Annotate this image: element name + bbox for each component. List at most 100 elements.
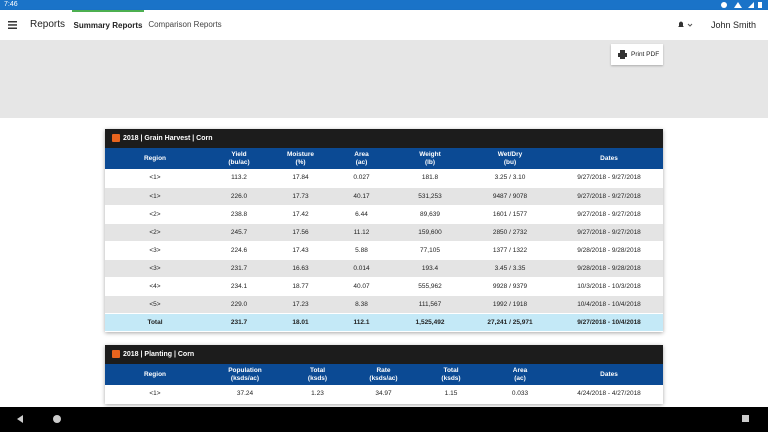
cell: 555,962	[395, 277, 465, 296]
filter-panel: Print PDF	[0, 40, 768, 118]
column-header: Wet/Dry (bu)	[465, 148, 555, 169]
data-row: <1> 113.2 17.84 0.027 181.8 3.25 / 3.10 9/27/2…	[105, 169, 663, 188]
tab[interactable]: Comparison Reports	[148, 20, 222, 29]
expand-icon[interactable]	[112, 134, 120, 142]
column-unit: (lb)	[424, 158, 436, 166]
report-header: 2018 | Planting | Corn	[105, 345, 663, 364]
print-label: Print PDF	[631, 51, 660, 58]
total-cell: 112.1	[328, 313, 395, 332]
print-pdf-button[interactable]: Print PDF	[611, 44, 663, 65]
tab-active[interactable]: Summary Reports	[72, 10, 144, 40]
cell: 17.43	[273, 241, 328, 260]
data-row: <5> 229.0 17.23 8.38 111,567 1992 / 1918 10/4/…	[105, 295, 663, 314]
cell: 17.23	[273, 295, 328, 314]
column-unit: (ac)	[355, 158, 368, 166]
report-title: 2018 | Grain Harvest | Corn	[123, 135, 213, 142]
app-title: Reports	[30, 19, 66, 30]
cell: 234.1	[205, 277, 273, 296]
cell: 159,600	[395, 223, 465, 242]
data-row: <1> 226.0 17.73 40.17 531,253 9487 / 9078 9/27…	[105, 187, 663, 206]
cell: 231.7	[205, 259, 273, 278]
notifications-button[interactable]	[677, 20, 693, 29]
column-label: Area	[512, 366, 528, 374]
cell: <3>	[105, 241, 205, 260]
cell: 17.84	[273, 169, 328, 188]
header-row: Region Yield (bu/ac) Moisture (%) Area (ac) Wei…	[105, 148, 663, 169]
cell: 193.4	[395, 259, 465, 278]
cell: <1>	[105, 385, 205, 404]
column-unit: (bu/ac)	[228, 158, 250, 166]
total-cell: 231.7	[205, 313, 273, 332]
cell: 9/28/2018 - 9/28/2018	[555, 241, 663, 260]
status-bar: 7:46	[0, 0, 768, 10]
column-label: Area	[354, 150, 369, 158]
column-label: Population	[228, 366, 262, 374]
cell: <2>	[105, 223, 205, 242]
total-cell: 27,241 / 25,971	[465, 313, 555, 332]
cell: <4>	[105, 277, 205, 296]
column-header: Population (ksds/ac)	[205, 364, 285, 385]
column-unit: (%)	[295, 158, 306, 166]
cell: 3.45 / 3.35	[465, 259, 555, 278]
cell: 113.2	[205, 169, 273, 188]
data-row: <3> 224.6 17.43 5.88 77,105 1377 / 1322 9/28/2…	[105, 241, 663, 260]
column-header: Dates	[555, 148, 663, 169]
column-header: Dates	[555, 364, 663, 385]
cell: <3>	[105, 259, 205, 278]
column-label: Yield	[231, 150, 247, 158]
cell: 17.56	[273, 223, 328, 242]
cell: 9/28/2018 - 9/28/2018	[555, 259, 663, 278]
cell: 40.07	[328, 277, 395, 296]
cell: <1>	[105, 187, 205, 206]
expand-icon[interactable]	[112, 350, 120, 358]
column-header: Area (ac)	[328, 148, 395, 169]
column-unit: (ksds/ac)	[369, 374, 398, 382]
column-header: Region	[105, 364, 205, 385]
column-header: Rate (ksds/ac)	[350, 364, 417, 385]
cell: 224.6	[205, 241, 273, 260]
cell: 1377 / 1322	[465, 241, 555, 260]
recents-button[interactable]	[742, 415, 749, 422]
cell: 9/27/2018 - 9/27/2018	[555, 205, 663, 224]
cell: 37.24	[205, 385, 285, 404]
column-header: Total (ksds)	[285, 364, 350, 385]
cell: 1.15	[417, 385, 485, 404]
column-label: Wet/Dry	[497, 150, 523, 158]
cell: 238.8	[205, 205, 273, 224]
cell: 9/27/2018 - 9/27/2018	[555, 187, 663, 206]
column-header: Moisture (%)	[273, 148, 328, 169]
report-card: 2018 | Planting | Corn Region Population (k…	[105, 345, 663, 404]
report-table: Region Yield (bu/ac) Moisture (%) Area (ac) Wei…	[105, 148, 663, 332]
data-row: <2> 238.8 17.42 6.44 89,639 1601 / 1577 9/27/2…	[105, 205, 663, 224]
column-unit: (bu)	[503, 158, 517, 166]
status-icons	[721, 2, 762, 8]
column-header: Area (ac)	[485, 364, 555, 385]
cell: <2>	[105, 205, 205, 224]
cell: <1>	[105, 169, 205, 188]
app-bar: Reports Summary Reports Comparison Repor…	[0, 10, 768, 40]
clock: 7:46	[4, 1, 18, 8]
column-label: Weight	[419, 150, 441, 158]
report-title: 2018 | Planting | Corn	[123, 351, 195, 358]
back-button[interactable]	[17, 415, 23, 423]
cell: 4/24/2018 - 4/27/2018	[555, 385, 663, 404]
column-header: Region	[105, 148, 205, 169]
home-button[interactable]	[53, 415, 61, 423]
report-card: 2018 | Grain Harvest | Corn Region Yield (b…	[105, 129, 663, 332]
column-header: Total (ksds)	[417, 364, 485, 385]
cell: 16.63	[273, 259, 328, 278]
cell: 11.12	[328, 223, 395, 242]
column-unit: (ksds/ac)	[230, 374, 260, 382]
data-row: <1> 37.24 1.23 34.97 1.15 0.033 4/24/2018 - 4/…	[105, 385, 663, 404]
cell: 229.0	[205, 295, 273, 314]
cell: 34.97	[350, 385, 417, 404]
column-label: Region	[143, 370, 167, 378]
column-label: Total	[309, 366, 326, 374]
menu-button[interactable]	[8, 21, 17, 29]
cell: 111,567	[395, 295, 465, 314]
header-row: Region Population (ksds/ac) Total (ksds) Rate…	[105, 364, 663, 385]
cell: 9487 / 9078	[465, 187, 555, 206]
column-label: Rate	[376, 366, 391, 374]
user-menu[interactable]: John Smith	[711, 20, 757, 30]
